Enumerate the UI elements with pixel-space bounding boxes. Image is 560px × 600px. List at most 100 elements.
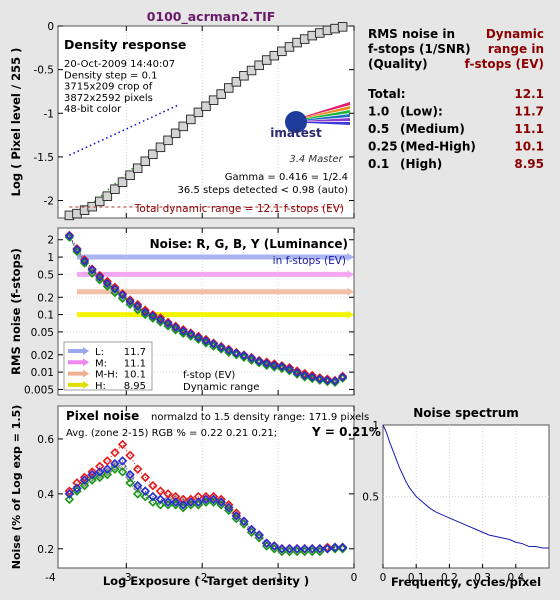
table-row-quality: (Medium) — [400, 122, 465, 136]
pixel-y-label: Noise (% of Log exp = 1.5) — [10, 405, 23, 570]
pixel-point — [284, 544, 295, 554]
legend-swatch-arrow — [83, 380, 89, 389]
rms-point — [292, 368, 302, 378]
density-step-point — [117, 177, 128, 187]
figure-title: 0100_acrman2.TIF — [147, 9, 276, 25]
pixel-point — [246, 524, 257, 535]
rms-point — [80, 255, 90, 265]
legend-label: M-H: — [95, 370, 118, 381]
spectrum-y-tick-label: 1 — [372, 420, 379, 432]
rms-point — [163, 318, 173, 329]
rms-point — [117, 290, 128, 300]
density-step-point — [102, 191, 113, 201]
dr-bar-arrow — [347, 253, 355, 262]
pixel-point — [254, 530, 264, 540]
pixel-point — [277, 544, 287, 554]
plot-area-3 — [57, 405, 355, 569]
rms-tick-label: 0.005 — [24, 384, 54, 396]
rms-point — [201, 336, 211, 346]
rms-point — [110, 282, 120, 292]
pixel-point — [307, 544, 317, 554]
pixel-point — [79, 480, 90, 491]
table-row-label: 0.25 — [368, 140, 398, 154]
density-step-point — [337, 22, 348, 32]
pixel-point — [132, 480, 143, 491]
pixel-point — [330, 542, 340, 553]
rms-point — [224, 345, 234, 355]
rms-point — [171, 322, 181, 332]
density-step-point — [208, 95, 219, 105]
logo-globe — [285, 111, 307, 133]
rms-point — [186, 329, 196, 339]
table-header-right: Dynamic — [486, 27, 544, 41]
pixel-point — [224, 500, 234, 510]
pixel-point — [292, 544, 302, 554]
legend-value: 8.95 — [124, 381, 146, 392]
table-row-value: 10.1 — [514, 140, 544, 154]
rms-point — [262, 358, 272, 368]
pixel-point — [125, 469, 135, 480]
pixel-point — [208, 491, 219, 502]
pixel-point — [186, 497, 196, 507]
rms-point — [155, 315, 165, 325]
pixel-point — [148, 491, 158, 502]
rms-point — [284, 363, 295, 373]
table-row-quality: (Low): — [400, 105, 443, 119]
rms-point — [72, 245, 82, 255]
toe-fit-line — [80, 166, 135, 215]
rms-point — [330, 376, 340, 386]
table-row-label: 0.5 — [368, 122, 389, 136]
rms-point — [102, 278, 112, 288]
pixel-point — [87, 469, 97, 480]
pixel-point — [148, 480, 158, 491]
pixel-x-tick-label: -2 — [197, 572, 207, 584]
pixel-title: Pixel noise — [66, 409, 139, 423]
pixel-point — [315, 544, 325, 554]
rms-point — [315, 374, 325, 384]
legend-value: 10.1 — [124, 370, 146, 381]
legend-label: L: — [95, 347, 104, 358]
rms-point — [87, 265, 97, 275]
table-header-right: range in — [488, 42, 544, 56]
density-tick-label: -0.5 — [34, 65, 55, 77]
pixel-point — [64, 494, 75, 505]
density-step-point — [132, 163, 143, 174]
pixel-point — [170, 497, 181, 507]
pixel-point — [231, 508, 242, 518]
pixel-point — [132, 464, 143, 474]
pixel-point — [79, 475, 90, 485]
pixel-y-value: Y = 0.21% — [311, 425, 381, 439]
legend-note: f-stop (EV) — [183, 370, 235, 381]
density-step-point — [246, 65, 257, 76]
pixel-point — [155, 500, 166, 510]
pixel-x-tick-label: 0 — [351, 572, 358, 584]
pixel-point — [201, 494, 211, 505]
rms-series-line — [68, 235, 343, 382]
pixel-point — [140, 491, 151, 502]
pixel-note: normalzd to 1.5 density range: 171.9 pix… — [151, 412, 369, 423]
rms-tick-label: 0.2 — [37, 292, 54, 304]
rms-series-line — [68, 234, 343, 381]
density-step-point — [186, 114, 196, 125]
table-header-right: f-stops (EV) — [465, 57, 544, 71]
dr-bar-arrow — [347, 270, 355, 279]
density-step-point — [216, 89, 226, 99]
dr-bar-arrow — [347, 287, 355, 296]
pixel-point — [117, 467, 128, 477]
pixel-point — [95, 467, 105, 477]
pixel-x-label: Log Exposure ( -Target density ) — [103, 574, 309, 588]
pixel-tick-label: 0.4 — [37, 489, 54, 501]
pixel-point — [95, 472, 105, 483]
rms-point — [307, 372, 317, 382]
spectrum-x-tick-label: 0.2 — [441, 572, 458, 584]
spectrum-curve — [382, 424, 549, 549]
rms-point — [110, 284, 120, 294]
density-step-point — [148, 149, 158, 160]
legend-swatch-arrow — [83, 358, 89, 367]
pixel-point — [117, 456, 128, 466]
pixel-point — [322, 542, 333, 553]
table-row-label: 1.0 — [368, 105, 389, 119]
rms-point — [64, 231, 74, 241]
rms-y-label: RMS noise (f-stops) — [9, 248, 23, 375]
rms-point — [322, 374, 332, 384]
